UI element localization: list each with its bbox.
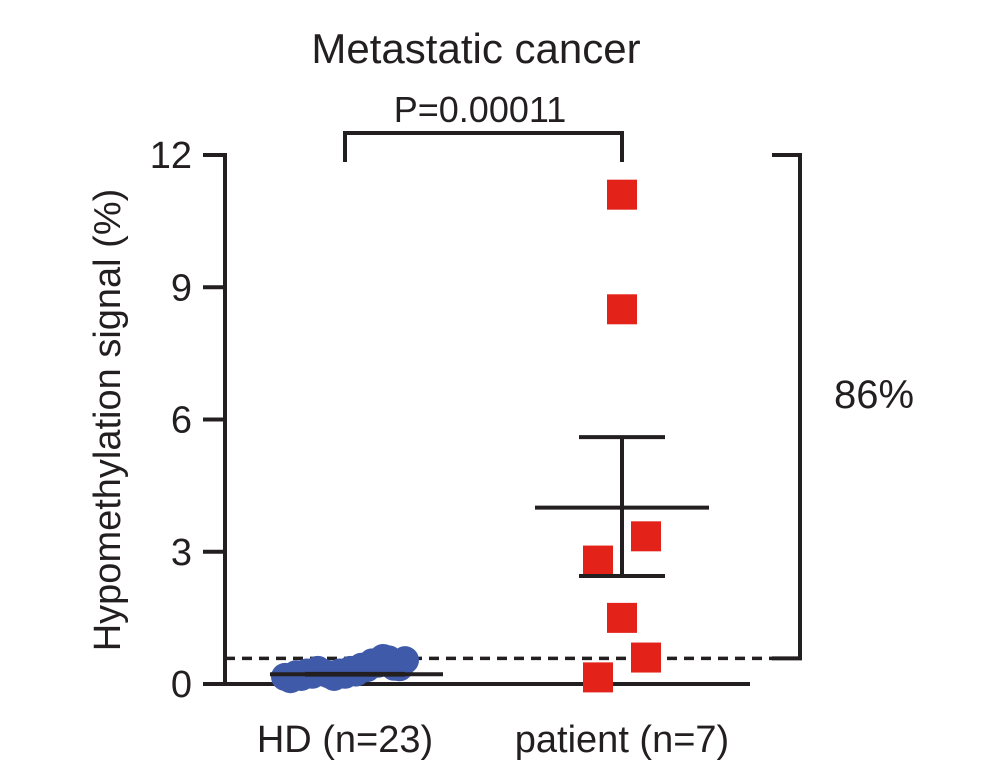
y-axis-label: Hypomethylation signal (%) <box>87 189 129 652</box>
significance-bracket <box>343 131 624 162</box>
x-category-label: HD (n=23) <box>257 719 433 761</box>
p-value-label: P=0.00011 <box>394 89 567 130</box>
patient-data-point <box>583 662 613 693</box>
percent-bracket <box>772 153 802 661</box>
hd-data-point <box>391 646 419 675</box>
patient-data-point <box>607 602 637 633</box>
percent-above-threshold-label: 86% <box>834 373 914 417</box>
y-tick-label: 12 <box>150 135 192 177</box>
patient-data-point <box>607 179 637 210</box>
y-tick-label: 0 <box>171 664 192 706</box>
y-tick-label: 9 <box>171 267 192 309</box>
patient-data-point <box>631 521 661 552</box>
patient-data-point <box>631 642 661 673</box>
patient-data-point <box>607 294 637 325</box>
y-tick-label: 3 <box>171 532 192 574</box>
y-tick-label: 6 <box>171 400 192 442</box>
chart-title: Metastatic cancer <box>311 25 640 72</box>
patient-data-point <box>583 545 613 576</box>
x-category-label: patient (n=7) <box>515 719 729 761</box>
